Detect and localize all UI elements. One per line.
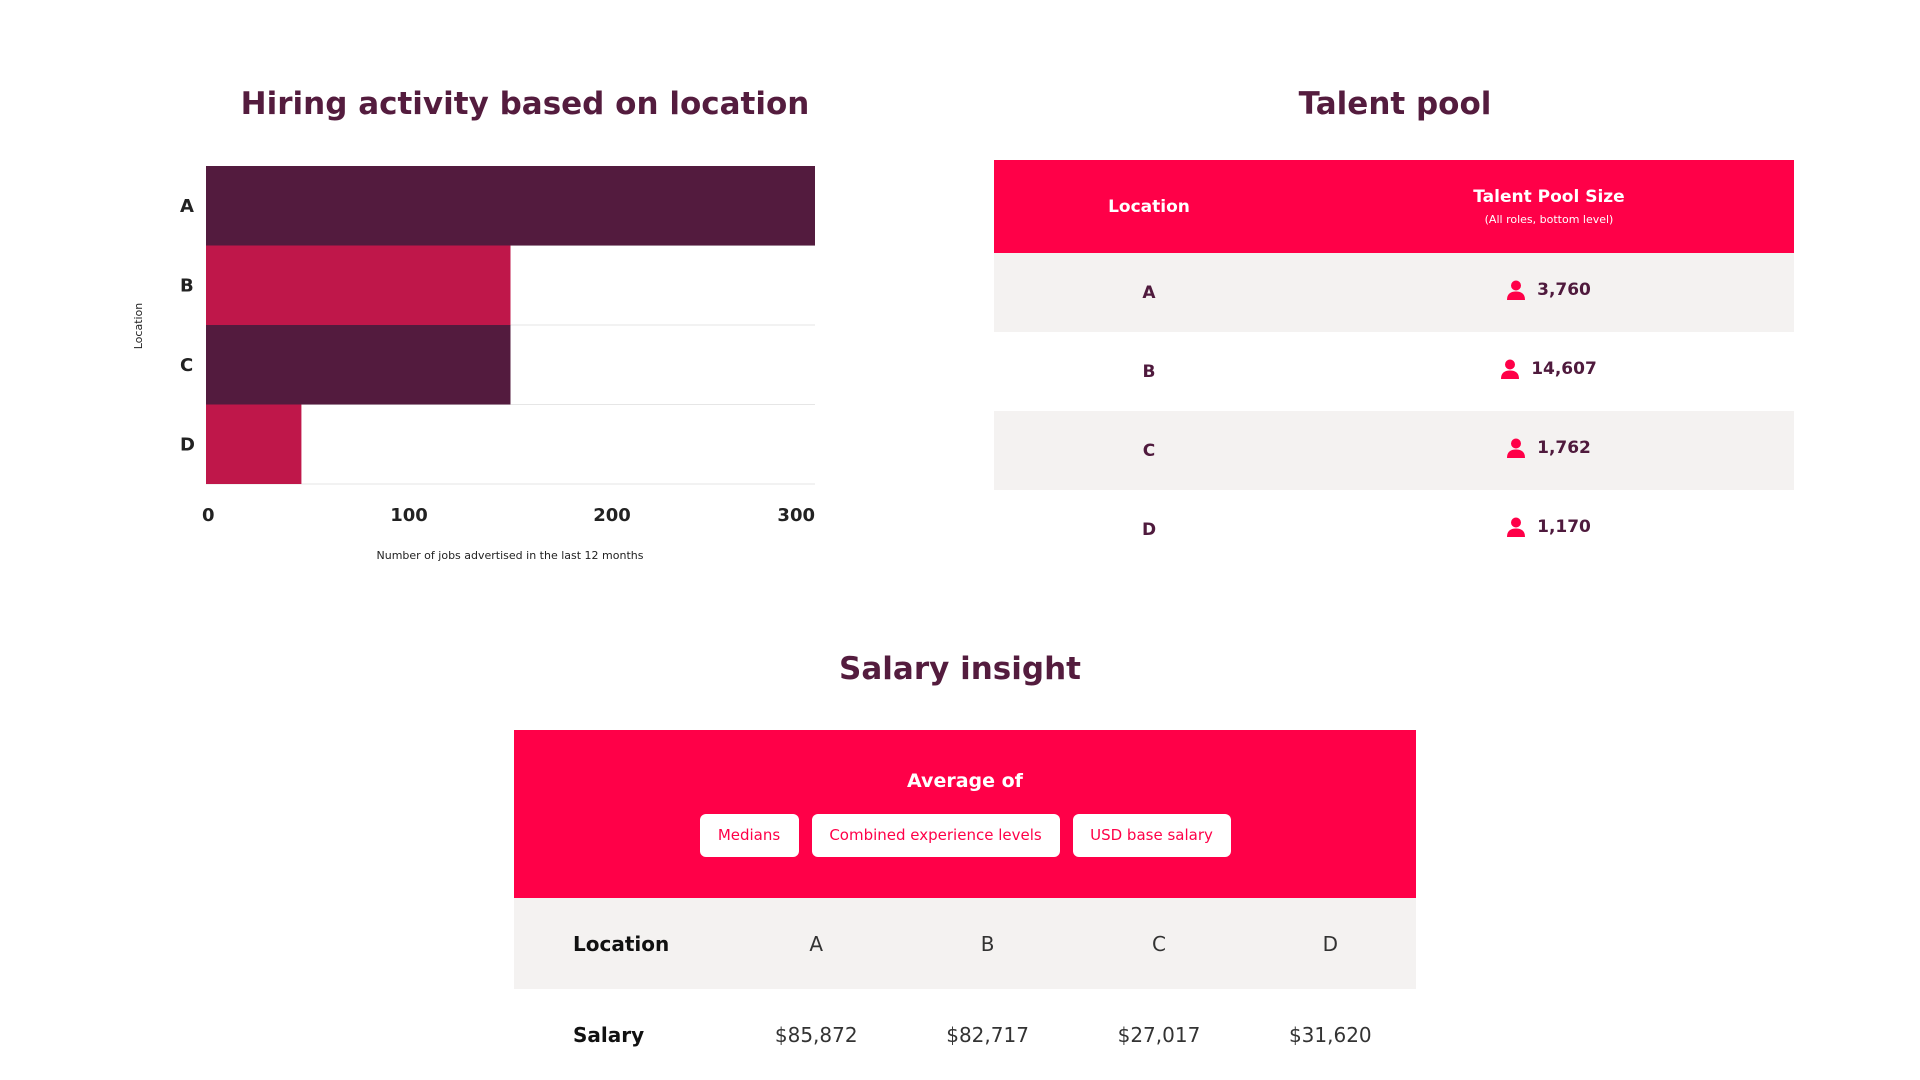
hiring-bar-chart: A B C D 0 100 200 300 Number of jobs advertise… — [132, 166, 815, 562]
bar-a — [206, 166, 815, 246]
category-label-c: C — [180, 355, 193, 376]
pill-combined-experience-levels: Combined experience levels — [811, 814, 1060, 857]
talent-row-value: 14,607 — [1531, 359, 1597, 379]
talent-row-value: 1,170 — [1537, 517, 1591, 537]
x-tick-300: 300 — [777, 505, 815, 526]
salary-value-a: $85,872 — [774, 1022, 858, 1047]
hiring-chart-title: Hiring activity based on location — [240, 86, 810, 122]
person-icon — [1507, 517, 1526, 537]
location-row-label: Location — [573, 931, 670, 956]
header-size-sublabel: (All roles, bottom level) — [1484, 213, 1614, 226]
category-label-a: A — [180, 196, 194, 217]
talent-row-location: C — [1142, 440, 1156, 461]
bar-b — [206, 245, 511, 325]
person-icon — [1507, 438, 1526, 458]
x-tick-0: 0 — [202, 505, 215, 526]
salary-value-c: $27,017 — [1117, 1022, 1201, 1047]
salary-pills: Medians Combined experience levels USD b… — [514, 814, 1416, 857]
chart-bars — [206, 166, 815, 484]
category-labels: A B C D — [180, 196, 195, 456]
salary-insight-title: Salary insight — [839, 651, 1081, 687]
pill-medians: Medians — [699, 814, 799, 857]
bar-d — [206, 404, 302, 484]
x-tick-100: 100 — [390, 505, 428, 526]
salary-insight-table: Average of Medians Combined experience l… — [514, 730, 1416, 1080]
salary-values-row: Salary $85,872 $82,717 $27,017 $31,620 — [514, 989, 1416, 1080]
salary-value-b: $82,717 — [946, 1022, 1029, 1047]
talent-pool-title: Talent pool — [1298, 86, 1492, 122]
salary-location-c: C — [1151, 931, 1166, 956]
talent-row-a: A 3,760 — [994, 253, 1794, 332]
salary-table-header: Average of Medians Combined experience l… — [514, 730, 1416, 898]
average-of-label: Average of — [907, 770, 1023, 792]
bar-c — [206, 325, 511, 405]
talent-table-header: Location Talent Pool Size (All roles, bo… — [994, 160, 1794, 253]
y-axis-label: Location — [132, 303, 145, 350]
header-size-label: Talent Pool Size — [1473, 187, 1625, 207]
talent-row-b: B 14,607 — [994, 332, 1794, 411]
talent-row-location: B — [1142, 361, 1156, 382]
salary-value-d: $31,620 — [1288, 1022, 1372, 1047]
talent-row-value: 3,760 — [1537, 280, 1591, 300]
category-label-d: D — [180, 434, 195, 455]
category-label-b: B — [180, 275, 194, 296]
x-tick-200: 200 — [593, 505, 631, 526]
salary-location-row: Location A B C D — [514, 898, 1416, 989]
salary-location-d: D — [1322, 931, 1339, 956]
header-talent-pool-size: Talent Pool Size (All roles, bottom leve… — [1304, 187, 1794, 226]
header-location: Location — [1108, 196, 1190, 217]
talent-row-c: C 1,762 — [994, 411, 1794, 490]
x-axis-label: Number of jobs advertised in the last 12… — [377, 549, 644, 562]
person-icon — [1501, 359, 1520, 379]
talent-row-value: 1,762 — [1537, 438, 1591, 458]
x-tick-labels: 0 100 200 300 — [202, 505, 815, 526]
salary-location-b: B — [980, 931, 995, 956]
salary-location-a: A — [809, 931, 824, 956]
talent-pool-table: Location Talent Pool Size (All roles, bo… — [994, 160, 1794, 569]
person-icon — [1507, 280, 1526, 300]
pill-usd-base-salary: USD base salary — [1072, 814, 1231, 857]
salary-row-label: Salary — [573, 1022, 645, 1047]
talent-row-d: D 1,170 — [994, 490, 1794, 569]
talent-row-location: A — [1142, 282, 1156, 303]
talent-row-location: D — [1141, 519, 1157, 540]
